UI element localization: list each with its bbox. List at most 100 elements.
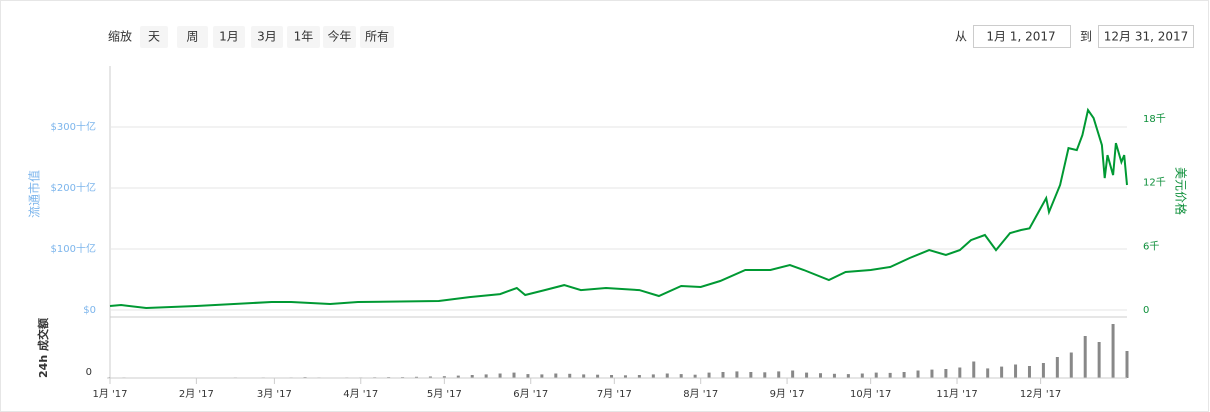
volume-bar	[596, 374, 600, 378]
volume-bar	[944, 369, 948, 378]
volume-bar	[707, 372, 711, 378]
volume-bar	[888, 372, 892, 378]
volume-bar	[986, 368, 990, 378]
zoom-button[interactable]	[287, 26, 320, 48]
volume-bar	[763, 372, 767, 378]
volume-bar	[456, 375, 460, 378]
volume-bar	[972, 361, 976, 378]
zoom-button-label[interactable]: 所有	[365, 30, 389, 44]
volume-bar	[749, 372, 753, 378]
zoom-button-label[interactable]: 今年	[327, 29, 351, 44]
volume-bar	[1125, 351, 1129, 378]
volume-bar	[623, 375, 627, 378]
zoom-button-label[interactable]: 3月	[257, 30, 277, 44]
volume-bar	[693, 374, 697, 378]
x-tick-label: 10月 '17	[850, 388, 891, 400]
from-label: 从	[955, 30, 967, 44]
zoom-button[interactable]	[213, 26, 245, 48]
to-label: 到	[1080, 30, 1092, 44]
x-tick-label: 6月 '17	[513, 388, 548, 400]
zoom-label: 缩放	[108, 29, 132, 44]
volume-bar	[1014, 364, 1018, 378]
x-tick-label: 8月 '17	[683, 388, 718, 400]
volume-bar	[637, 375, 641, 378]
volume-bar	[832, 373, 836, 378]
volume-bar	[930, 369, 934, 378]
volume-bar	[568, 373, 572, 378]
x-tick-label: 9月 '17	[770, 388, 805, 400]
y-tick-label: $0	[83, 305, 96, 316]
zoom-button-label[interactable]: 1年	[294, 30, 314, 44]
y2-tick-label: 18千	[1143, 113, 1166, 125]
zoom-button-label[interactable]: 周	[186, 30, 198, 44]
zoom-button[interactable]	[360, 26, 394, 48]
volume-bar	[484, 374, 488, 378]
volume-bar	[1027, 366, 1031, 378]
volume-bar	[554, 373, 558, 378]
volume-bar	[902, 372, 906, 378]
zoom-button[interactable]	[323, 26, 356, 48]
volume-bar	[679, 374, 683, 378]
volume-bar	[665, 373, 669, 378]
volume-bar	[1055, 357, 1059, 378]
zoom-button[interactable]	[140, 26, 168, 48]
zoom-button[interactable]	[177, 26, 208, 48]
volume-bar	[735, 371, 739, 378]
volume-bar	[498, 373, 502, 378]
y-axis-title: 流通市值	[27, 170, 42, 218]
volume-bar	[819, 373, 823, 378]
volume-bar	[860, 373, 864, 378]
volume-bar	[442, 376, 446, 378]
volume-bar	[512, 372, 516, 378]
volume-bar	[1083, 336, 1087, 378]
volume-bar	[540, 374, 544, 378]
to-date[interactable]: 12月 31, 2017	[1104, 30, 1189, 44]
volume-bar	[1111, 324, 1115, 378]
volume-bar	[916, 370, 920, 378]
y2-tick-label: 6千	[1143, 240, 1159, 252]
y-tick-label: $300十亿	[51, 120, 96, 133]
price-line	[109, 107, 1128, 310]
to-date-input[interactable]	[1098, 25, 1194, 48]
volume-bar	[791, 370, 795, 378]
y2-axis-title: 美元价格	[1174, 167, 1189, 215]
y-tick-label: $200十亿	[51, 181, 96, 194]
x-tick-label: 7月 '17	[597, 388, 632, 400]
zoom-button[interactable]	[251, 26, 283, 48]
volume-bar	[651, 374, 655, 378]
volume-bar	[582, 374, 586, 378]
y2-tick-label: 0	[1143, 305, 1149, 316]
x-tick-label: 12月 '17	[1020, 388, 1061, 400]
volume-axis-title: 24h 成交额	[36, 318, 50, 378]
y-tick-label: 0	[86, 367, 92, 378]
volume-bar	[470, 375, 474, 378]
x-tick-label: 11月 '17	[936, 388, 977, 400]
x-tick-label: 1月 '17	[92, 388, 127, 400]
volume-bar	[610, 375, 614, 378]
x-tick-label: 2月 '17	[179, 388, 214, 400]
volume-bar	[1000, 366, 1004, 378]
from-date-input[interactable]	[973, 25, 1071, 48]
volume-bar	[721, 372, 725, 378]
volume-bar	[1041, 363, 1045, 378]
volume-bar	[777, 371, 781, 378]
volume-bar	[428, 376, 432, 378]
volume-bar	[805, 372, 809, 378]
volume-bar	[414, 376, 418, 378]
volume-bar	[846, 374, 850, 378]
from-date[interactable]: 1月 1, 2017	[986, 30, 1055, 44]
y-tick-label: $100十亿	[51, 242, 96, 255]
volume-bar	[526, 374, 530, 378]
volume-bar	[1097, 342, 1101, 378]
x-tick-label: 3月 '17	[257, 388, 292, 400]
zoom-button-label[interactable]: 1月	[219, 30, 239, 44]
y2-tick-label: 12千	[1143, 177, 1166, 189]
volume-bar	[1069, 352, 1073, 378]
zoom-button-label[interactable]: 天	[148, 30, 160, 44]
volume-bar	[958, 367, 962, 378]
x-tick-label: 5月 '17	[427, 388, 462, 400]
x-tick-label: 4月 '17	[343, 388, 378, 400]
